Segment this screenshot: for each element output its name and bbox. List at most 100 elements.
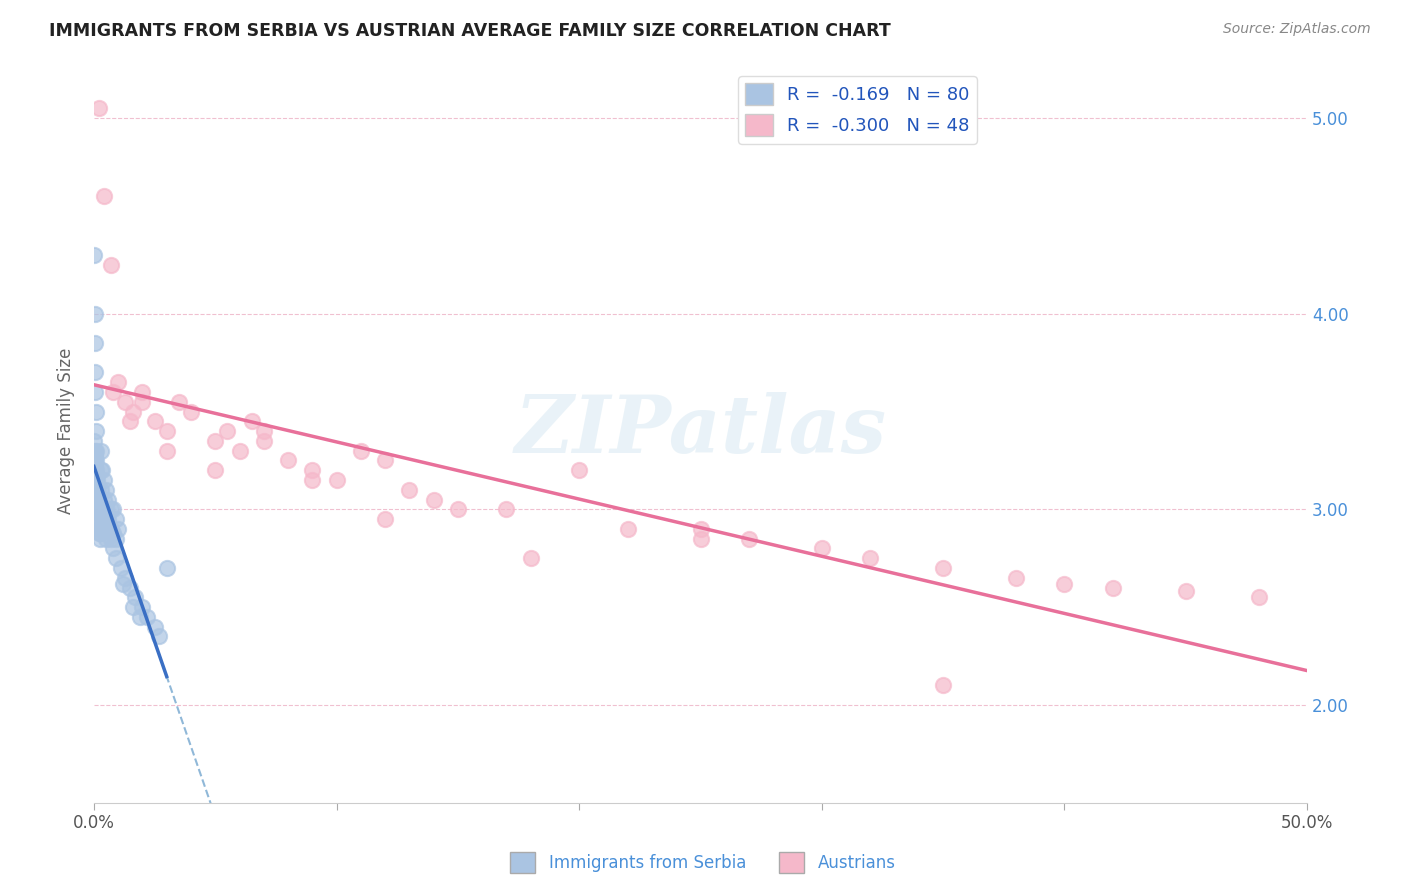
Point [90,443,112,458]
Point [616,522,638,536]
Point [107,375,129,389]
Point [86,502,108,516]
Point [495,502,517,516]
Point [86,473,108,487]
Point [84,366,107,380]
Point [143,414,166,428]
Point [301,473,323,487]
Point [1053,576,1076,591]
Point [374,512,396,526]
Point [121,600,143,615]
Point [131,384,153,399]
Point [93,512,115,526]
Point [91,463,114,477]
Point [97,522,120,536]
Point [86,486,108,500]
Point [94,532,117,546]
Point [100,532,122,546]
Point [89,525,111,540]
Point [398,483,420,497]
Point [253,424,276,438]
Point [84,443,107,458]
Point [87,502,110,516]
Point [86,479,108,493]
Point [1005,571,1028,585]
Point [325,473,347,487]
Point [89,525,111,540]
Point [1247,591,1270,605]
Point [90,502,112,516]
Point [129,610,152,624]
Point [103,541,125,556]
Point [1102,581,1125,595]
Point [228,443,250,458]
Point [240,414,263,428]
Point [112,576,135,591]
Point [84,384,107,399]
Point [83,443,105,458]
Point [932,678,955,692]
Point [84,424,107,438]
Point [89,532,111,546]
Point [94,512,117,526]
Point [103,384,125,399]
Point [94,483,117,497]
Point [167,394,190,409]
Point [87,506,110,520]
Point [100,502,122,516]
Point [120,414,142,428]
Point [86,492,108,507]
Point [83,336,105,351]
Point [100,258,122,272]
Point [89,516,111,530]
Point [120,581,142,595]
Point [94,502,117,516]
Point [87,502,110,516]
Point [811,541,834,556]
Point [83,434,105,448]
Point [104,551,127,566]
Point [90,463,112,477]
Point [87,502,110,516]
Point [97,512,120,526]
Point [180,404,202,418]
Point [93,189,115,203]
Point [738,532,761,546]
Point [87,492,110,507]
Point [422,492,444,507]
Point [204,434,226,448]
Point [87,512,110,526]
Point [519,551,541,566]
Point [86,453,108,467]
Point [86,483,108,497]
Point [136,610,159,624]
Point [86,496,108,510]
Point [374,453,396,467]
Point [110,561,132,575]
Point [87,502,110,516]
Point [103,502,125,516]
Point [87,102,110,116]
Point [1174,584,1197,599]
Text: IMMIGRANTS FROM SERBIA VS AUSTRIAN AVERAGE FAMILY SIZE CORRELATION CHART: IMMIGRANTS FROM SERBIA VS AUSTRIAN AVERA… [49,22,891,40]
Point [93,512,115,526]
Point [689,532,711,546]
Point [131,394,153,409]
Point [350,443,373,458]
Point [114,394,136,409]
Point [932,561,955,575]
Point [83,448,105,462]
Point [131,600,153,615]
Point [97,492,120,507]
Point [156,443,179,458]
Point [124,591,146,605]
Point [104,532,127,546]
Point [100,522,122,536]
Point [83,248,105,262]
Legend: Immigrants from Serbia, Austrians: Immigrants from Serbia, Austrians [503,846,903,880]
Point [104,512,127,526]
Point [277,453,299,467]
Point [121,404,143,418]
Point [859,551,882,566]
Point [89,522,111,536]
